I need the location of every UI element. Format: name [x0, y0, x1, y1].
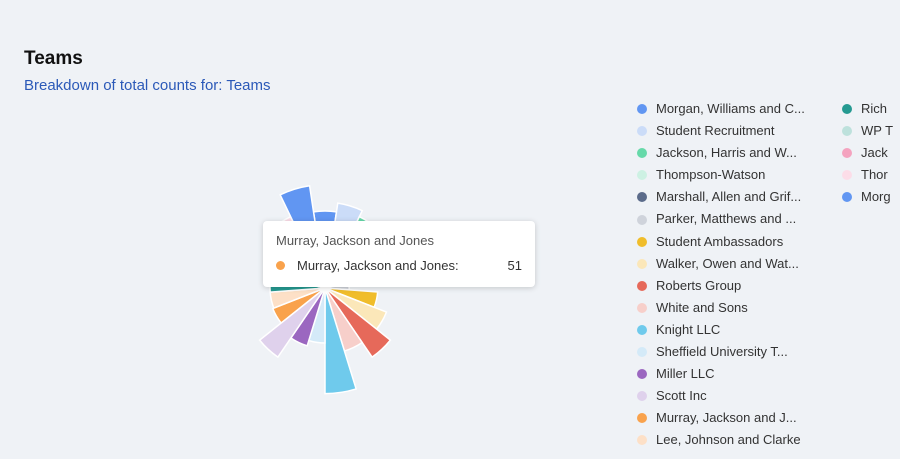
legend-dot-icon: [842, 170, 852, 181]
legend-dot-icon: [637, 236, 647, 247]
legend-item[interactable]: Morg: [842, 186, 900, 208]
rose-sector[interactable]: [271, 287, 326, 325]
legend-label: Rich: [861, 101, 888, 116]
legend-item[interactable]: Knight LLC: [637, 319, 817, 341]
legend-label: Lee, Johnson and Clarke: [656, 432, 801, 448]
legend-label: Morgan, Williams and C...: [656, 101, 805, 116]
legend-label: Jackson, Harris and W...: [656, 145, 797, 161]
legend-label: Marshall, Allen and Grif...: [656, 189, 802, 205]
legend-dot-icon: [842, 192, 852, 203]
legend-label: Morg: [861, 189, 891, 205]
legend-label: Thompson-Watson: [656, 167, 766, 183]
rose-sector[interactable]: [324, 287, 392, 359]
tooltip-series-dot: [276, 261, 285, 270]
legend-dot-icon: [637, 214, 647, 225]
legend-label: Roberts Group: [656, 277, 742, 293]
legend-label: Thor: [861, 167, 888, 183]
legend-item[interactable]: Sheffield University T...: [637, 341, 817, 363]
legend-dot-icon: [637, 192, 647, 203]
legend-dot-icon: [637, 126, 647, 137]
legend-dot-icon: [637, 302, 647, 313]
legend-label: Parker, Matthews and ...: [656, 211, 797, 227]
tooltip-row: Murray, Jackson and Jones: 51: [276, 258, 522, 273]
tooltip-label: Murray, Jackson and Jones:: [297, 258, 459, 273]
legend-item[interactable]: White and Sons: [637, 297, 817, 319]
legend-item[interactable]: Walker, Owen and Wat...: [637, 253, 817, 275]
legend-label: Murray, Jackson and J...: [656, 410, 797, 426]
rose-sectors: [258, 184, 401, 395]
legend-label: White and Sons: [656, 299, 748, 315]
legend-column-2: Rich WP T Jack Thor Morg: [842, 98, 900, 208]
legend-dot-icon: [637, 148, 647, 159]
legend-label: Student Recruitment: [656, 123, 775, 139]
legend-label: Jack: [861, 145, 888, 161]
legend-dot-icon: [637, 347, 647, 358]
chart-tooltip: Murray, Jackson and Jones Murray, Jackso…: [263, 221, 535, 287]
legend-dot-icon: [637, 391, 647, 402]
legend-dot-icon: [842, 126, 852, 137]
legend-dot-icon: [637, 104, 647, 115]
legend-dot-icon: [637, 435, 647, 446]
legend-label: Walker, Owen and Wat...: [656, 255, 799, 271]
legend-item[interactable]: Jack: [842, 142, 900, 164]
legend-dot-icon: [842, 148, 852, 159]
legend-item[interactable]: Student Ambassadors: [637, 231, 817, 253]
legend-dot-icon: [637, 258, 647, 269]
legend-dot-icon: [637, 170, 647, 181]
legend-item[interactable]: Morgan, Williams and C...: [637, 98, 817, 120]
legend-dot-icon: [842, 104, 852, 115]
legend-column-1: Morgan, Williams and C... Student Recruit…: [637, 98, 817, 452]
legend-label: Miller LLC: [656, 366, 715, 382]
legend-item[interactable]: Roberts Group: [637, 275, 817, 297]
chart-subtitle: Breakdown of total counts for: Teams: [24, 77, 271, 94]
legend-dot-icon: [637, 324, 647, 335]
legend-label: Knight LLC: [656, 321, 721, 337]
legend-label: Scott Inc: [656, 388, 707, 404]
legend-item[interactable]: Rich: [842, 98, 900, 120]
legend-item[interactable]: WP T: [842, 120, 900, 142]
legend-item[interactable]: Thompson-Watson: [637, 164, 817, 186]
legend-item[interactable]: Jackson, Harris and W...: [637, 142, 817, 164]
legend-item[interactable]: Miller LLC: [637, 363, 817, 385]
legend-dot-icon: [637, 280, 647, 291]
legend-item[interactable]: Student Recruitment: [637, 120, 817, 142]
legend-item[interactable]: Parker, Matthews and ...: [637, 208, 817, 230]
legend-dot-icon: [637, 369, 647, 380]
legend-item[interactable]: Marshall, Allen and Grif...: [637, 186, 817, 208]
legend-label: WP T: [861, 123, 894, 139]
tooltip-value: 51: [507, 258, 522, 273]
legend-item[interactable]: Lee, Johnson and Clarke: [637, 429, 817, 451]
legend-label: Sheffield University T...: [656, 344, 788, 360]
rose-sector[interactable]: [258, 287, 326, 359]
legend-item[interactable]: Murray, Jackson and J...: [637, 407, 817, 429]
rose-sector[interactable]: [324, 287, 358, 395]
legend-dot-icon: [637, 413, 647, 424]
legend-item[interactable]: Thor: [842, 164, 900, 186]
chart-title: Teams: [24, 48, 83, 69]
legend-label: Student Ambassadors: [656, 233, 784, 249]
tooltip-title: Murray, Jackson and Jones: [276, 233, 434, 248]
legend-item[interactable]: Scott Inc: [637, 385, 817, 407]
